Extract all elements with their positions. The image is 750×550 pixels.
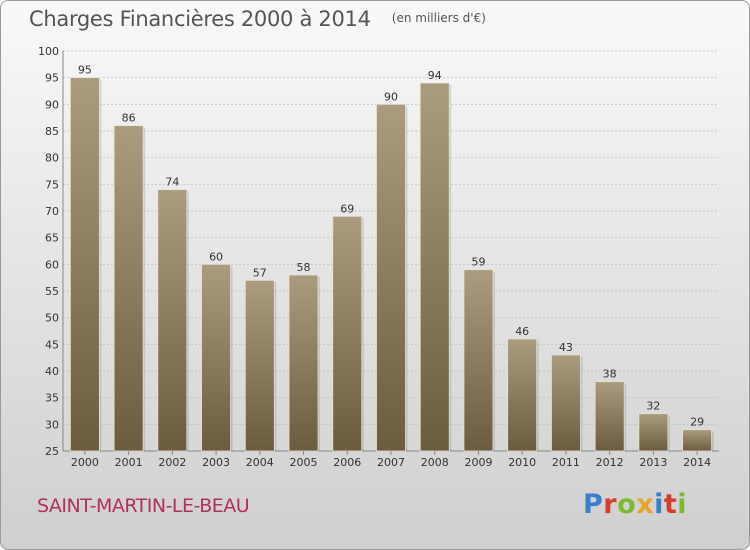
bar	[113, 125, 144, 452]
bar	[682, 429, 713, 452]
bar	[507, 338, 538, 452]
bar	[551, 354, 581, 452]
y-tick-label: 75	[45, 178, 59, 191]
x-tick-label: 2006	[333, 456, 361, 469]
bar	[376, 103, 406, 452]
y-tick-label: 95	[45, 72, 59, 85]
y-tick-label: 45	[45, 338, 59, 351]
logo-letter: t	[663, 489, 678, 520]
bar	[288, 274, 319, 452]
x-tick-label: 2008	[421, 456, 449, 469]
bar-value-label: 57	[253, 266, 267, 279]
x-tick-label: 2012	[596, 456, 624, 469]
title-row: Charges Financières 2000 à 2014 (en mill…	[29, 7, 486, 31]
y-tick-label: 50	[45, 312, 59, 325]
x-tick-label: 2007	[377, 456, 405, 469]
chart-title: Charges Financières 2000 à 2014	[29, 7, 371, 31]
bar-value-label: 32	[646, 400, 660, 413]
bar	[332, 215, 363, 452]
x-tick-label: 2000	[71, 456, 99, 469]
y-tick-label: 80	[45, 152, 59, 165]
bar	[638, 413, 669, 452]
x-tick-label: 2001	[115, 456, 143, 469]
logo-letter: o	[617, 489, 637, 520]
bar-value-label: 90	[384, 90, 398, 103]
bar	[201, 263, 231, 452]
bar-value-label: 86	[122, 112, 136, 125]
y-tick-label: 85	[45, 125, 59, 138]
bar-value-label: 43	[559, 341, 573, 354]
logo-letter: i	[654, 489, 664, 520]
logo-letter: P	[583, 489, 604, 520]
y-tick-label: 25	[45, 445, 59, 458]
bar	[419, 82, 450, 452]
x-tick-label: 2004	[246, 456, 274, 469]
x-tick-label: 2014	[683, 456, 711, 469]
proxiti-logo: Proxiti	[583, 489, 687, 520]
y-tick-label: 60	[45, 258, 59, 271]
bar	[69, 77, 100, 452]
bar-value-label: 46	[515, 325, 529, 338]
chart-unit: (en milliers d'€)	[391, 11, 486, 25]
y-tick-label: 65	[45, 232, 59, 245]
bar-value-label: 59	[471, 256, 485, 269]
logo-letter: r	[603, 489, 618, 520]
bar-value-label: 95	[78, 64, 92, 77]
bar-value-label: 69	[340, 202, 354, 215]
x-tick-label: 2009	[464, 456, 492, 469]
x-tick-label: 2003	[202, 456, 230, 469]
y-tick-label: 90	[45, 98, 59, 111]
logo-letter: i	[677, 489, 688, 520]
x-tick-label: 2005	[290, 456, 318, 469]
bar	[463, 269, 494, 452]
y-tick-label: 70	[45, 205, 59, 218]
x-tick-label: 2013	[639, 456, 667, 469]
bar-value-label: 58	[297, 261, 311, 274]
x-tick-label: 2011	[552, 456, 580, 469]
y-tick-label: 30	[45, 418, 59, 431]
logo-letter: x	[636, 489, 655, 520]
bar-value-label: 94	[428, 69, 442, 82]
x-tick-label: 2002	[158, 456, 186, 469]
y-tick-label: 35	[45, 392, 59, 405]
x-tick-label: 2010	[508, 456, 536, 469]
y-tick-label: 55	[45, 285, 59, 298]
y-tick-label: 100	[38, 45, 59, 58]
place-name: SAINT-MARTIN-LE-BEAU	[37, 495, 250, 517]
bar-value-label: 60	[209, 250, 223, 263]
bar	[157, 189, 188, 452]
bar	[244, 279, 275, 452]
bar-value-label: 38	[603, 368, 617, 381]
bar	[594, 381, 625, 452]
bar-value-label: 74	[165, 176, 179, 189]
bar-value-label: 29	[690, 416, 704, 429]
y-tick-label: 40	[45, 365, 59, 378]
